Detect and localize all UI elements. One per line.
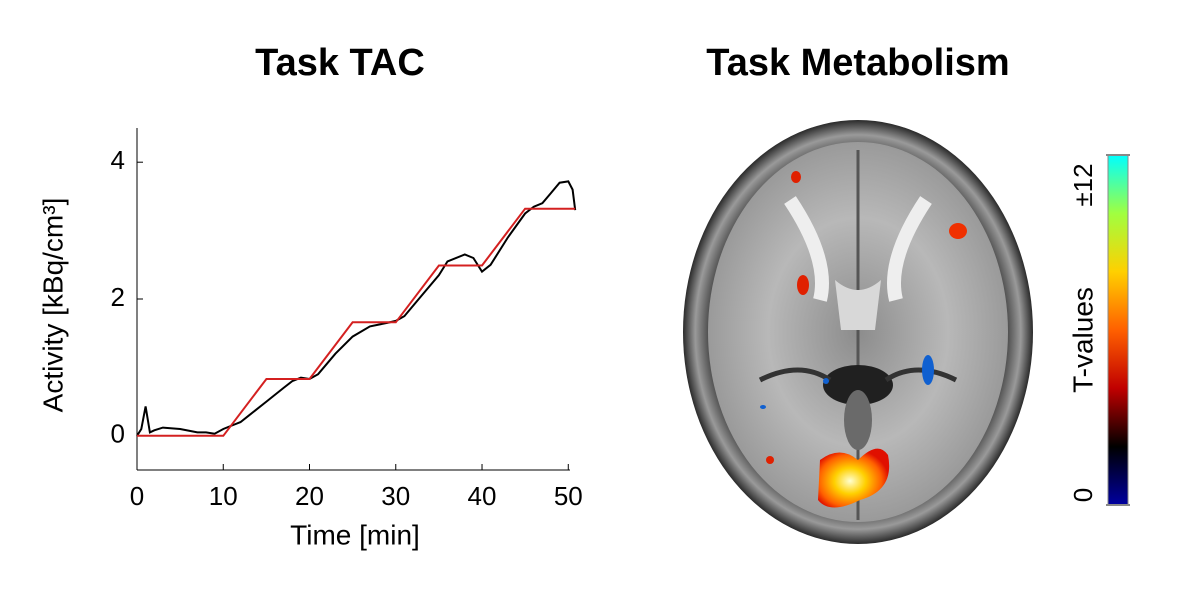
y-tick-label: 2: [111, 282, 125, 312]
x-tick-label: 0: [130, 481, 144, 511]
x-tick-label: 50: [554, 481, 583, 511]
x-tick-label: 10: [209, 481, 238, 511]
colorbar-tick-label: ±12: [1068, 163, 1098, 206]
data-line: [136, 180, 577, 437]
colorbar-tick-label: 0: [1068, 488, 1098, 502]
x-tick-label: 20: [295, 481, 324, 511]
x-tick-label: 40: [468, 481, 497, 511]
brain-image: [683, 120, 1033, 544]
x-axis-label: Time [min]: [290, 519, 420, 550]
data-line: [137, 207, 576, 437]
chart-title: Task TAC: [255, 42, 425, 84]
y-axis-label: Activity [kBq/cm³]: [37, 198, 68, 413]
colorbar: [1107, 154, 1129, 506]
y-tick-label: 0: [111, 419, 125, 449]
y-tick-label: 4: [111, 145, 125, 175]
x-tick-label: 30: [381, 481, 410, 511]
colorbar-label: T-values: [1067, 287, 1098, 393]
chart-title: Task Metabolism: [706, 42, 1009, 84]
